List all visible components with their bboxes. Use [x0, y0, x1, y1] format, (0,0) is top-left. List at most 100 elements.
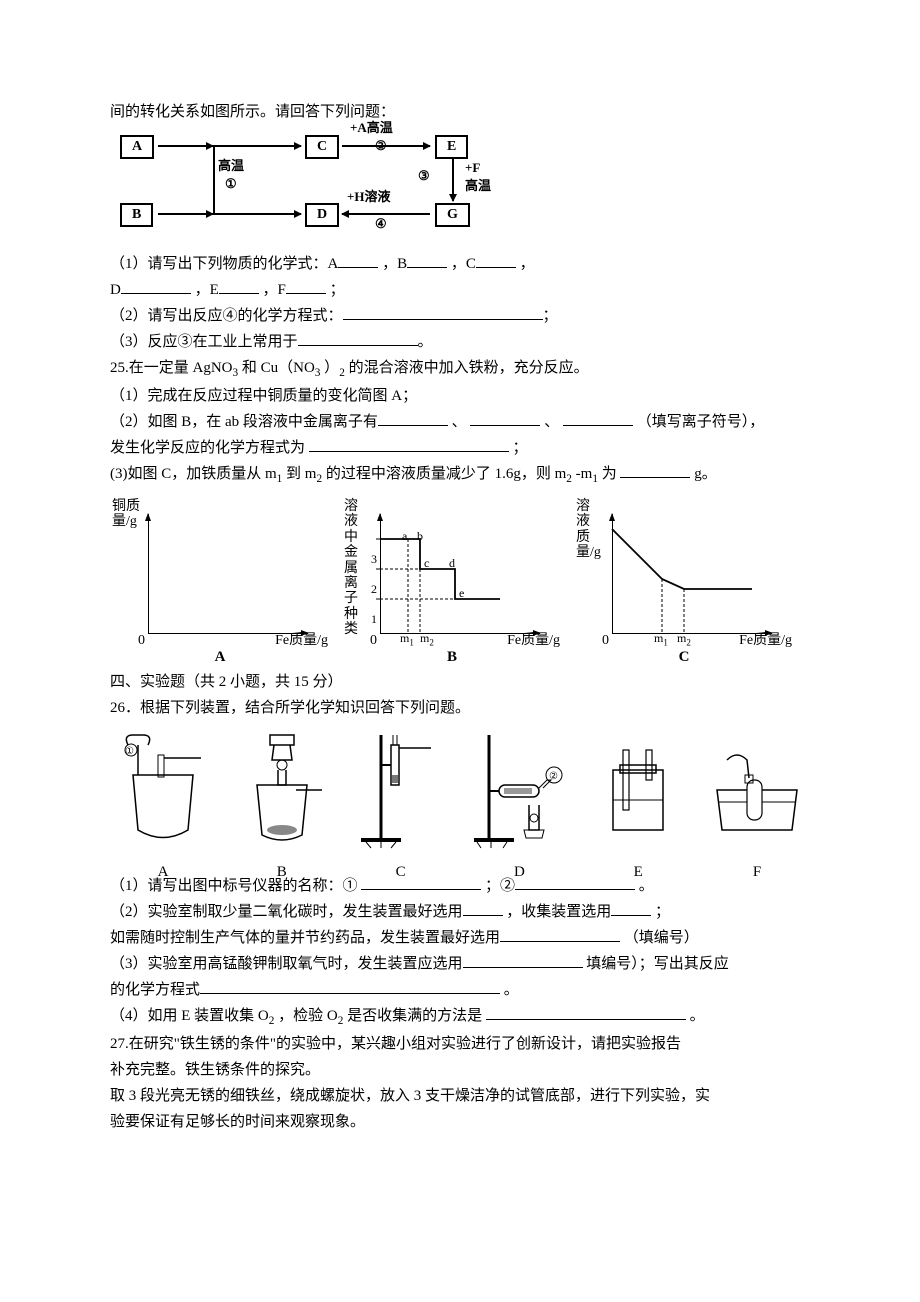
tick2: 2 — [371, 580, 377, 599]
chart-c-title: C — [574, 645, 794, 669]
chart-b-ylabel: 溶液中金属离子种类 — [344, 499, 359, 638]
chart-c-ylabel: 溶液质量/g — [576, 499, 591, 561]
p25b: 和 Cu（NO — [242, 360, 315, 376]
react-2: ② — [375, 136, 387, 157]
pt-b: b — [417, 527, 423, 546]
chart-a-title: A — [110, 645, 330, 669]
p262b: ，收集装置选用 — [506, 904, 611, 920]
blank — [620, 463, 690, 478]
sub3: 3 — [233, 367, 239, 379]
p25-2l2e: ； — [509, 440, 528, 456]
pt-a: a — [402, 527, 407, 546]
p264c: 是否收集满的方法是 — [347, 1008, 486, 1024]
blank — [298, 331, 418, 346]
app-c-label: C — [348, 860, 454, 884]
apparatus-a: ① A — [110, 730, 216, 870]
sub2d: 2 — [269, 1015, 275, 1027]
node-b: B — [120, 203, 153, 227]
p263b: 填编号）；写出其反应 — [586, 956, 729, 972]
p263l2b: 。 — [504, 982, 519, 998]
chart-b: 溶液中金属离子种类 0 Fe质量/g 3 2 1 a b c d e m1 m2… — [342, 494, 562, 664]
blank — [200, 979, 500, 994]
q2-end: ； — [543, 308, 558, 324]
tick1: 1 — [371, 610, 377, 629]
app-d-label: D — [466, 860, 572, 884]
q1-end2: ； — [330, 282, 345, 298]
sub3b: 3 — [315, 367, 321, 379]
sub2b: 2 — [316, 473, 322, 485]
svg-text:①: ① — [125, 746, 134, 757]
p262l2a: 如需随时控制生产气体的量并节约药品，发生装置最好选用 — [110, 930, 500, 946]
app-f-label: F — [704, 860, 810, 884]
p253c: 的过程中溶液质量减少了 1.6g，则 m — [326, 466, 566, 482]
q1-e: ，E — [195, 282, 219, 298]
sub2: 2 — [339, 367, 345, 379]
hightemp2: 高温 — [465, 176, 491, 197]
chart-b-title: B — [342, 645, 562, 669]
p26-3-line1: （3）实验室用高锰酸钾制取氧气时，发生装置应选用 填编号）；写出其反应 — [110, 952, 810, 976]
p262l2b: （填编号） — [624, 930, 699, 946]
node-e: E — [435, 135, 468, 159]
blank — [463, 901, 503, 916]
blank — [286, 279, 326, 294]
q1-suffix: ， — [520, 256, 535, 272]
p25d: 的混合溶液中加入铁粉，充分反应。 — [349, 360, 589, 376]
q1-b: ，B — [382, 256, 407, 272]
apparatus-f: F — [704, 730, 810, 870]
p253d: -m — [576, 466, 593, 482]
svg-text:②: ② — [549, 771, 558, 782]
p25-2-line2: 发生化学反应的化学方程式为 ； — [110, 436, 810, 460]
blank — [563, 411, 633, 426]
blank — [611, 901, 651, 916]
q24-2: （2）请写出反应④的化学方程式： ； — [110, 304, 810, 328]
q24-1-line1: （1）请写出下列物质的化学式：A ，B ，C ， — [110, 252, 810, 276]
node-a: A — [120, 135, 154, 159]
p253a: (3)如图 C，加铁质量从 m — [110, 466, 277, 482]
reaction-flowchart: A B C D E G +A高温 ② 高温 ① ③ +F 高温 +H溶液 ④ — [110, 128, 530, 248]
blank — [463, 953, 583, 968]
react-4: ④ — [375, 214, 387, 235]
chart-a-ylabel: 铜质量/g — [112, 499, 140, 530]
p26-2-line1: （2）实验室制取少量二氧化碳时，发生装置最好选用 ，收集装置选用 ； — [110, 900, 810, 924]
pt-e: e — [459, 584, 464, 603]
blank — [470, 411, 540, 426]
blank — [343, 305, 543, 320]
section4: 四、实验题（共 2 小题，共 15 分） — [110, 670, 810, 694]
q2: （2）请写出反应④的化学方程式： — [110, 308, 343, 324]
p253f: g。 — [694, 466, 717, 482]
apparatus-c: C — [348, 730, 454, 870]
p263l2a: 的化学方程式 — [110, 982, 200, 998]
pt-d: d — [449, 554, 455, 573]
blank — [309, 437, 509, 452]
p26-4: （4）如用 E 装置收集 O2 ，检验 O2 是否收集满的方法是 。 — [110, 1004, 810, 1030]
p27-1: 27.在研究"铁生锈的条件"的实验中，某兴趣小组对实验进行了创新设计，请把实验报… — [110, 1032, 810, 1056]
p25a: 25.在一定量 AgNO — [110, 360, 233, 376]
blank — [486, 1005, 686, 1020]
p262a: （2）实验室制取少量二氧化碳时，发生装置最好选用 — [110, 904, 463, 920]
p26: 26．根据下列装置，结合所学化学知识回答下列问题。 — [110, 696, 810, 720]
q1-f: ，F — [263, 282, 286, 298]
q1-c: ，C — [451, 256, 476, 272]
node-d: D — [305, 203, 339, 227]
chart-a: 铜质量/g 0 Fe质量/g A — [110, 494, 330, 664]
p25-2end: （填写离子符号）， — [637, 414, 765, 430]
p253b: 到 m — [286, 466, 316, 482]
apparatus-d: ② D — [466, 730, 572, 870]
q3-end: 。 — [418, 334, 433, 350]
q1-prefix: （1）请写出下列物质的化学式：A — [110, 256, 338, 272]
q1-d: D — [110, 282, 121, 298]
p26-3-line2: 的化学方程式 。 — [110, 978, 810, 1002]
sub2c: 2 — [566, 473, 572, 485]
p27-3: 取 3 段光亮无锈的细铁丝，绕成螺旋状，放入 3 支干燥洁净的试管底部，进行下列… — [110, 1084, 810, 1108]
p262c: ； — [655, 904, 670, 920]
q3: （3）反应③在工业上常用于 — [110, 334, 298, 350]
p264b: ，检验 O — [278, 1008, 338, 1024]
sub1: 1 — [277, 473, 283, 485]
charts-row: 铜质量/g 0 Fe质量/g A 溶液中金属离子种类 0 Fe质量/g 3 2 … — [110, 494, 810, 664]
p25-3: (3)如图 C，加铁质量从 m1 到 m2 的过程中溶液质量减少了 1.6g，则… — [110, 462, 810, 488]
blank — [500, 927, 620, 942]
sep2: 、 — [544, 414, 563, 430]
tick3: 3 — [371, 550, 377, 569]
p253e: 为 — [602, 466, 621, 482]
blank — [338, 253, 378, 268]
